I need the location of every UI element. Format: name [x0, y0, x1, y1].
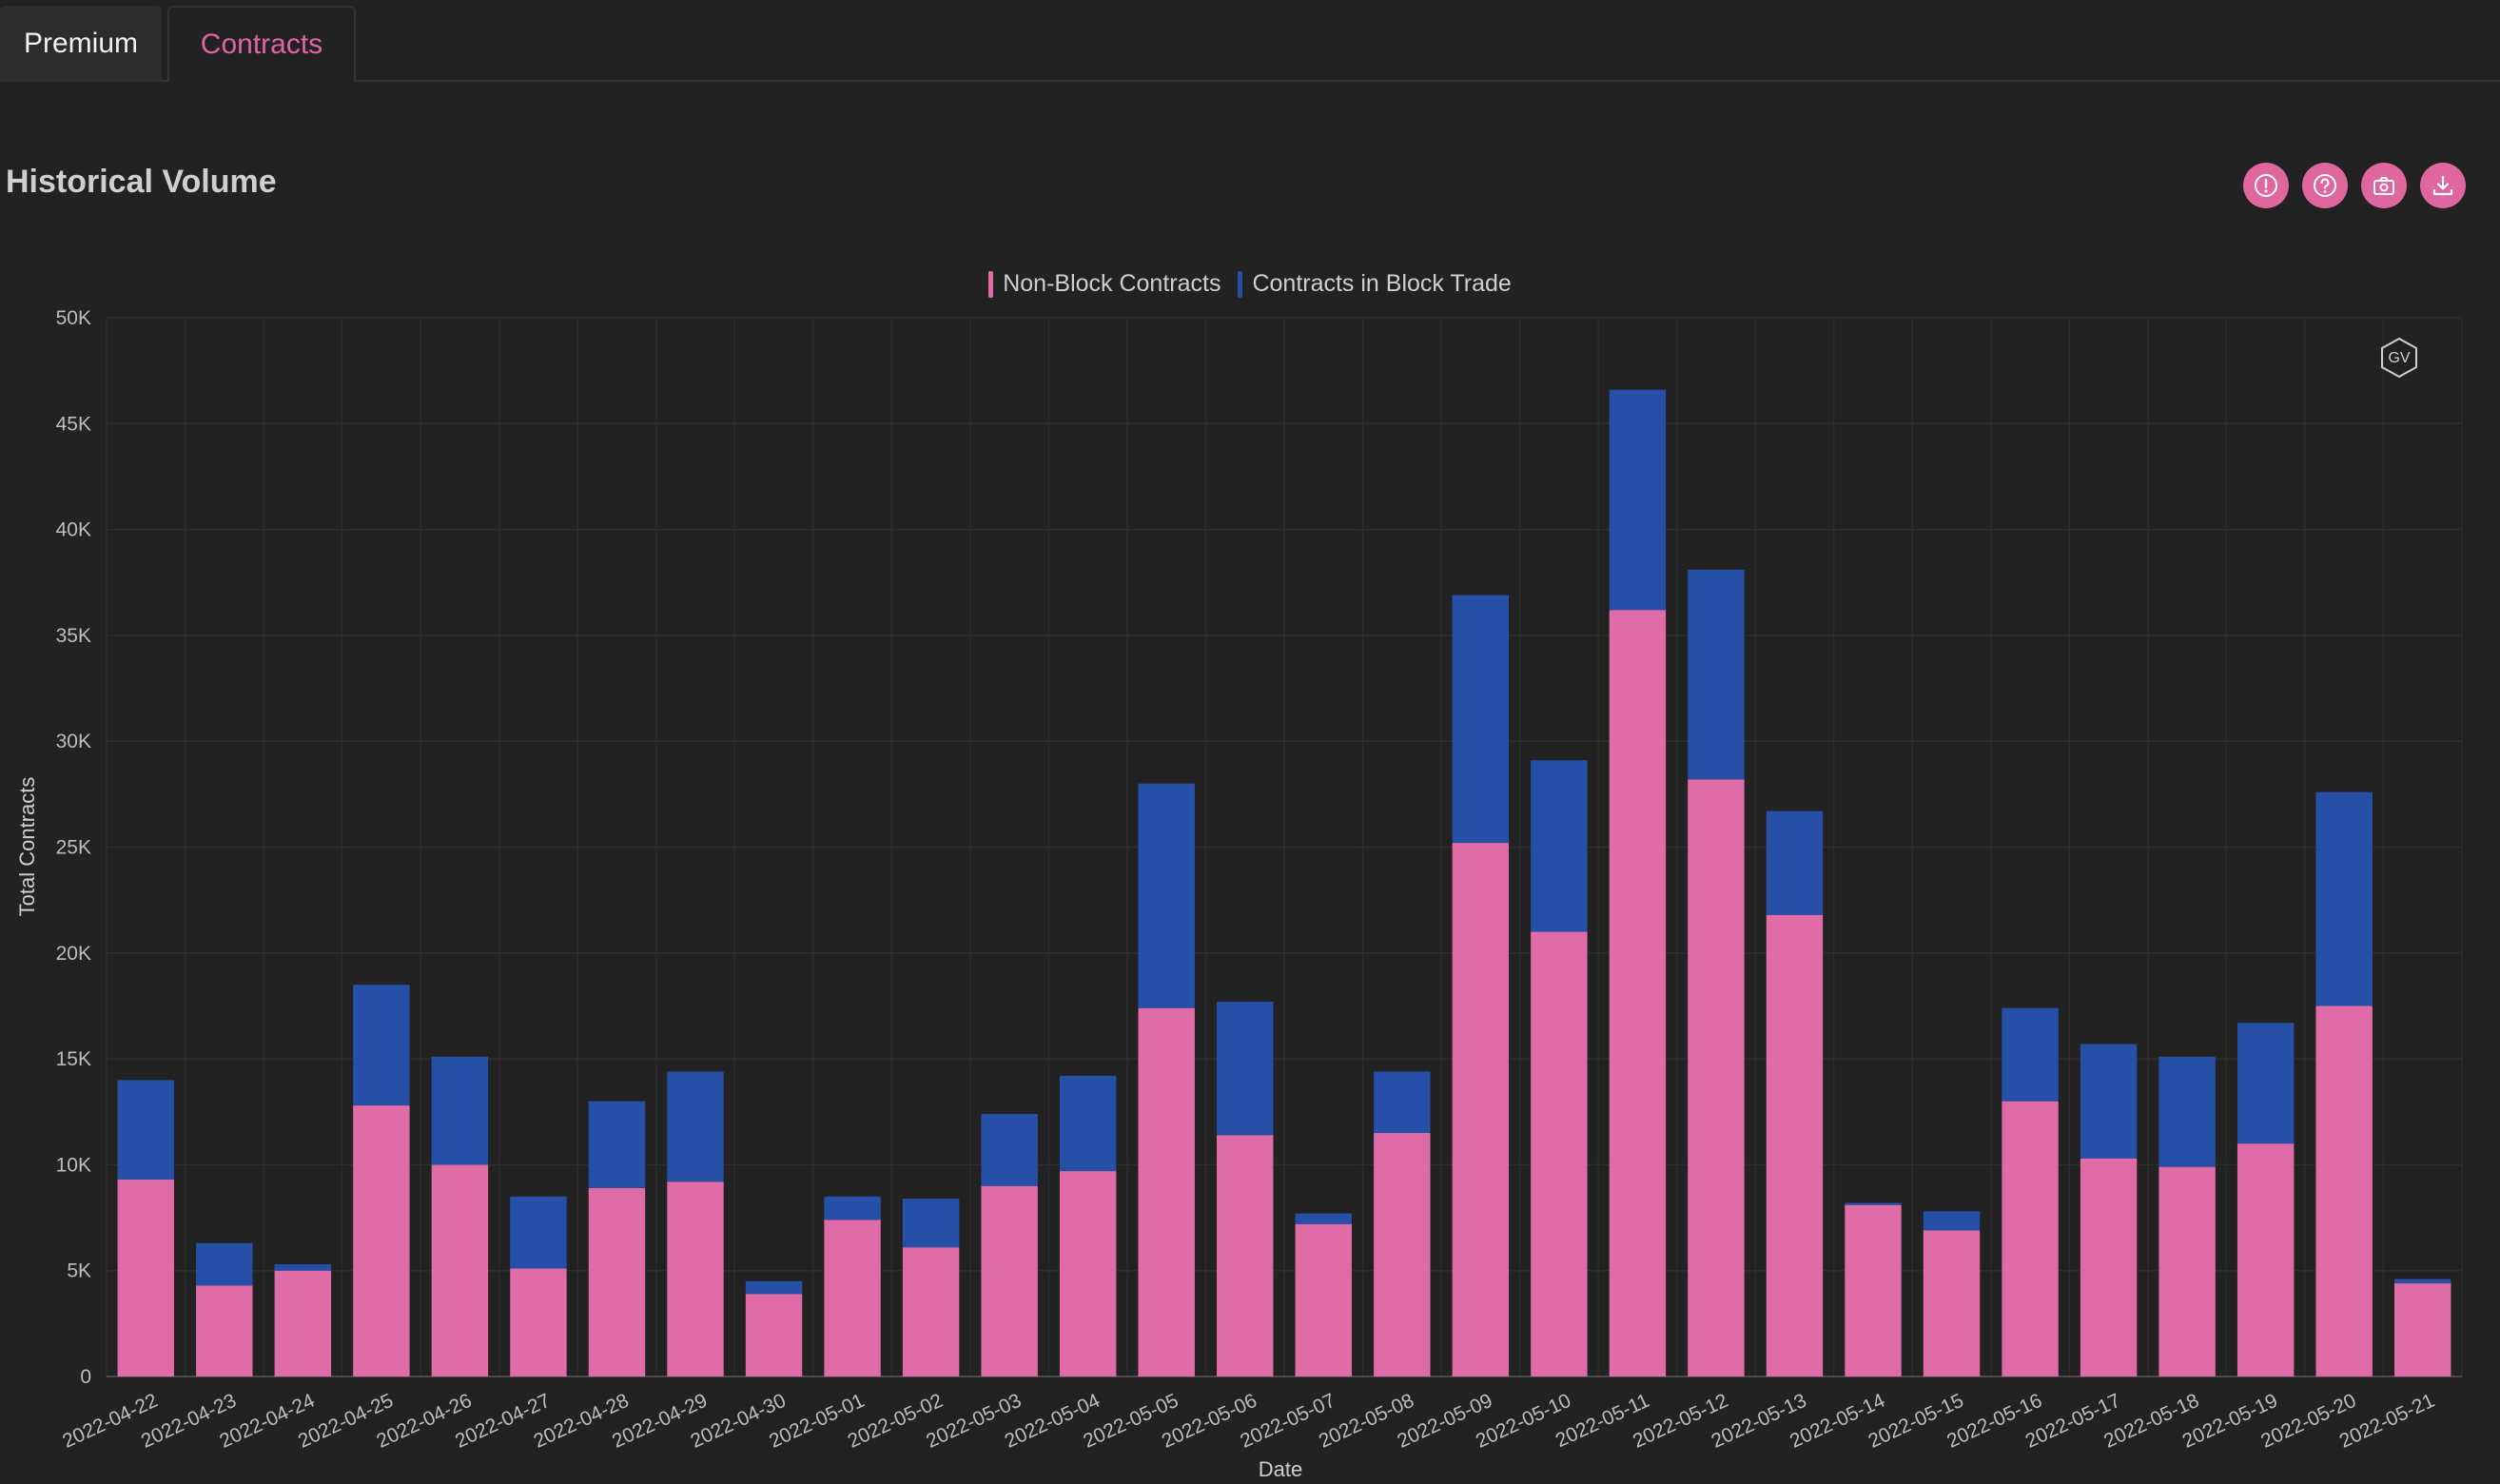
- bar-block: [2315, 791, 2373, 1006]
- bar-non-block: [667, 1181, 724, 1377]
- bar-block: [902, 1199, 960, 1248]
- y-axis-title: Total Contracts: [15, 777, 39, 917]
- legend-item-block[interactable]: Contracts in Block Trade: [1238, 270, 1512, 298]
- bar-non-block: [2080, 1158, 2138, 1377]
- bar-block: [353, 985, 410, 1106]
- tab-premium[interactable]: Premium: [0, 6, 162, 82]
- bar-block: [1452, 595, 1510, 844]
- bar-non-block: [981, 1185, 1038, 1377]
- bar-block: [1609, 389, 1667, 611]
- gv-logo-icon: GV: [2381, 337, 2417, 379]
- bar-non-block: [745, 1294, 803, 1377]
- bar-block: [2394, 1279, 2451, 1284]
- y-tick-label: 25K: [56, 837, 91, 859]
- bar-block: [117, 1080, 174, 1180]
- bar-non-block: [1217, 1135, 1274, 1377]
- download-button[interactable]: [2420, 163, 2466, 208]
- bar-block: [196, 1242, 253, 1286]
- exclamation-icon: [2255, 174, 2277, 197]
- tab-bar: Premium Contracts: [0, 0, 2500, 82]
- bar-block: [2080, 1044, 2138, 1159]
- bar-block: [2236, 1023, 2295, 1144]
- legend-swatch-block: [1238, 270, 1243, 298]
- bar-block: [824, 1196, 881, 1220]
- y-tick-label: 35K: [56, 625, 91, 647]
- bar-non-block: [196, 1285, 253, 1377]
- historical-volume-chart: 05K10K15K20K25K30K35K40K45K50K2022-04-22…: [15, 307, 2463, 1481]
- y-tick-label: 45K: [56, 413, 91, 435]
- legend-item-non-block[interactable]: Non-Block Contracts: [988, 270, 1221, 298]
- info-button[interactable]: [2243, 163, 2289, 208]
- y-tick-label: 5K: [67, 1260, 91, 1282]
- help-button[interactable]: [2302, 163, 2348, 208]
- bar-non-block: [1766, 914, 1824, 1377]
- bar-block: [1295, 1213, 1352, 1224]
- y-tick-label: 50K: [56, 307, 91, 329]
- bar-block: [1845, 1202, 1902, 1205]
- bar-block: [1138, 783, 1195, 1008]
- gv-logo-text: GV: [2388, 350, 2410, 366]
- bar-block: [2002, 1007, 2059, 1102]
- bar-non-block: [1845, 1204, 1902, 1377]
- bar-non-block: [510, 1268, 567, 1377]
- y-tick-label: 10K: [56, 1154, 91, 1176]
- bar-block: [510, 1196, 567, 1269]
- legend-label-non-block: Non-Block Contracts: [1003, 270, 1221, 297]
- bar-non-block: [2236, 1143, 2295, 1377]
- legend-label-block: Contracts in Block Trade: [1252, 270, 1512, 297]
- bar-non-block: [1923, 1230, 1981, 1377]
- y-tick-label: 40K: [56, 519, 91, 541]
- bar-block: [667, 1071, 724, 1182]
- bar-non-block: [117, 1179, 174, 1377]
- tab-contracts[interactable]: Contracts: [167, 6, 356, 82]
- bar-non-block: [2158, 1166, 2216, 1377]
- bar-block: [1374, 1071, 1431, 1134]
- bar-non-block: [824, 1220, 881, 1377]
- y-tick-label: 30K: [56, 731, 91, 752]
- camera-icon: [2373, 177, 2394, 195]
- bar-block: [1688, 569, 1745, 780]
- panel-title: Historical Volume: [6, 164, 277, 200]
- bar-block: [1923, 1211, 1981, 1231]
- bar-non-block: [1295, 1223, 1352, 1377]
- bar-non-block: [1059, 1171, 1117, 1377]
- y-tick-label: 20K: [56, 943, 91, 965]
- bar-block: [1766, 810, 1824, 915]
- bar-block: [1531, 760, 1588, 932]
- bar-non-block: [1138, 1007, 1195, 1377]
- bar-non-block: [2002, 1101, 2059, 1377]
- bar-non-block: [1452, 843, 1510, 1377]
- bar-block: [431, 1056, 489, 1165]
- bar-non-block: [2315, 1006, 2373, 1377]
- y-tick-label: 0: [80, 1366, 91, 1388]
- bar-block: [588, 1101, 646, 1188]
- bar-block: [2158, 1056, 2216, 1167]
- bar-non-block: [1531, 931, 1588, 1377]
- legend-swatch-non-block: [988, 270, 994, 298]
- bar-block: [1217, 1001, 1274, 1136]
- bar-non-block: [431, 1164, 489, 1377]
- bar-block: [1059, 1075, 1117, 1172]
- bar-non-block: [353, 1105, 410, 1377]
- bar-non-block: [1374, 1133, 1431, 1377]
- bar-non-block: [1609, 610, 1667, 1377]
- chart-legend: Non-Block Contracts Contracts in Block T…: [0, 270, 2500, 298]
- y-tick-label: 15K: [56, 1048, 91, 1070]
- bar-non-block: [1688, 779, 1745, 1377]
- x-axis-title: Date: [1259, 1457, 1302, 1481]
- screenshot-button[interactable]: [2361, 163, 2407, 208]
- bar-non-block: [2394, 1283, 2451, 1377]
- bar-block: [981, 1113, 1038, 1186]
- bar-non-block: [902, 1247, 960, 1377]
- bar-non-block: [274, 1270, 332, 1377]
- help-icon: [2314, 174, 2336, 197]
- bar-block: [274, 1264, 332, 1271]
- bar-non-block: [588, 1187, 646, 1377]
- bar-block: [745, 1280, 803, 1295]
- download-icon: [2432, 175, 2453, 196]
